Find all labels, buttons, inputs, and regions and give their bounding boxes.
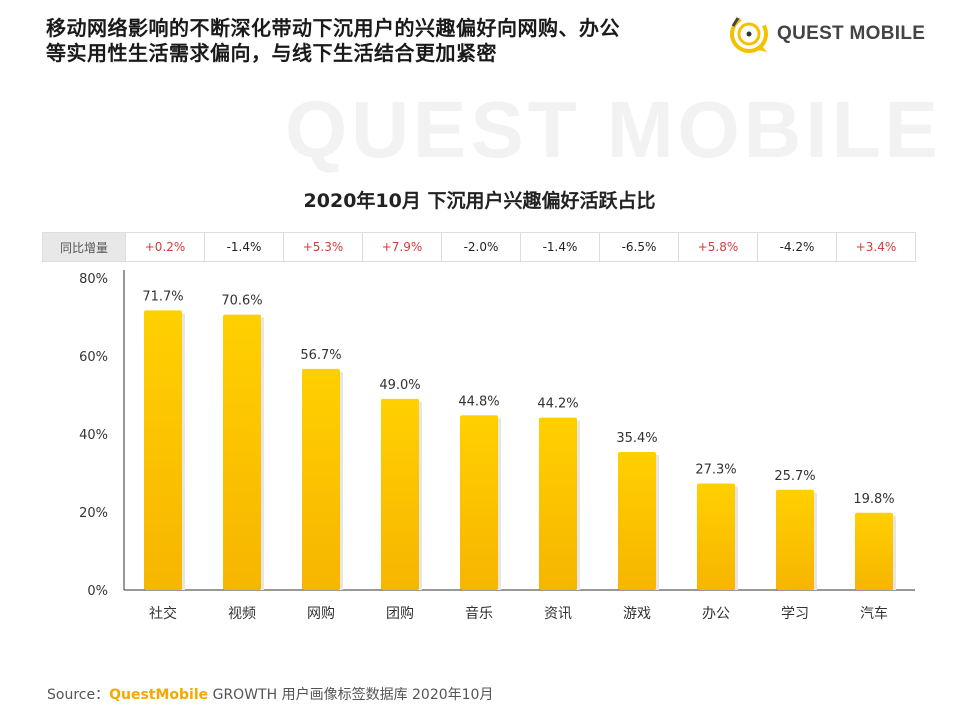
y-tick-label: 60% [79,350,108,365]
yoy-cell: +3.4% [836,233,915,261]
bar [381,398,419,590]
bar [697,483,735,590]
bar [855,512,893,590]
yoy-cell: +7.9% [362,233,441,261]
x-tick-label: 游戏 [623,606,651,622]
y-tick-label: 80% [79,272,108,287]
headline: 移动网络影响的不断深化带动下沉用户的兴趣偏好向网购、办公 等实用性生活需求偏向，… [46,16,716,66]
bar-value-label: 56.7% [300,348,341,363]
x-tick-label: 音乐 [465,605,493,622]
x-tick-label: 学习 [781,606,809,622]
bar-value-label: 70.6% [221,294,262,309]
y-tick-label: 40% [79,428,108,443]
x-tick-label: 资讯 [544,606,572,622]
x-tick-label: 网购 [307,606,335,622]
x-tick-label: 办公 [702,606,730,622]
x-tick-label: 汽车 [860,605,888,622]
yoy-cell: +0.2% [125,233,204,261]
yoy-cell: +5.8% [678,233,757,261]
bar-value-label: 44.8% [458,394,499,409]
source-note: Source：QuestMobile GROWTH 用户画像标签数据库 2020… [47,684,493,704]
headline-line-1: 移动网络影响的不断深化带动下沉用户的兴趣偏好向网购、办公 [46,16,620,40]
y-tick-label: 0% [87,584,108,599]
bar [144,310,182,590]
source-rest: GROWTH 用户画像标签数据库 2020年10月 [208,687,494,703]
x-tick-label: 社交 [149,605,177,622]
x-tick-label: 团购 [386,606,414,622]
bar [776,489,814,590]
bar [618,451,656,590]
headline-line-2: 等实用性生活需求偏向，与线下生活结合更加紧密 [46,41,497,65]
chart-title: 2020年10月 下沉用户兴趣偏好活跃占比 [303,190,656,212]
bar [223,314,261,590]
yoy-label: 同比增量 [43,233,125,261]
bar-value-label: 44.2% [537,397,578,412]
logo-text: QUEST MOBILE [777,23,926,44]
yoy-cell: -1.4% [520,233,599,261]
yoy-cell: +5.3% [283,233,362,261]
source-brand: QuestMobile [109,687,209,703]
y-tick-label: 20% [79,506,108,521]
bar [539,417,577,590]
bar-value-label: 19.8% [853,492,894,507]
yoy-cell: -2.0% [441,233,520,261]
quest-mobile-logo-icon [730,15,768,53]
bar [460,415,498,590]
bar-value-label: 35.4% [616,431,657,446]
yoy-table: 同比增量 +0.2% -1.4% +5.3% +7.9% -2.0% -1.4% -6.5%… [42,232,916,262]
bar-value-label: 27.3% [695,463,736,478]
bar [302,368,340,590]
x-tick-label: 视频 [228,606,256,622]
logo: QUEST MOBILE [727,12,925,56]
yoy-cell: -1.4% [204,233,283,261]
bar-value-label: 49.0% [379,378,420,393]
source-prefix: Source： [47,687,110,703]
yoy-cell: -4.2% [757,233,836,261]
watermark: QUEST MOBILE [285,85,942,174]
yoy-cell: -6.5% [599,233,678,261]
bar-value-label: 25.7% [774,469,815,484]
bar-value-label: 71.7% [142,289,183,304]
